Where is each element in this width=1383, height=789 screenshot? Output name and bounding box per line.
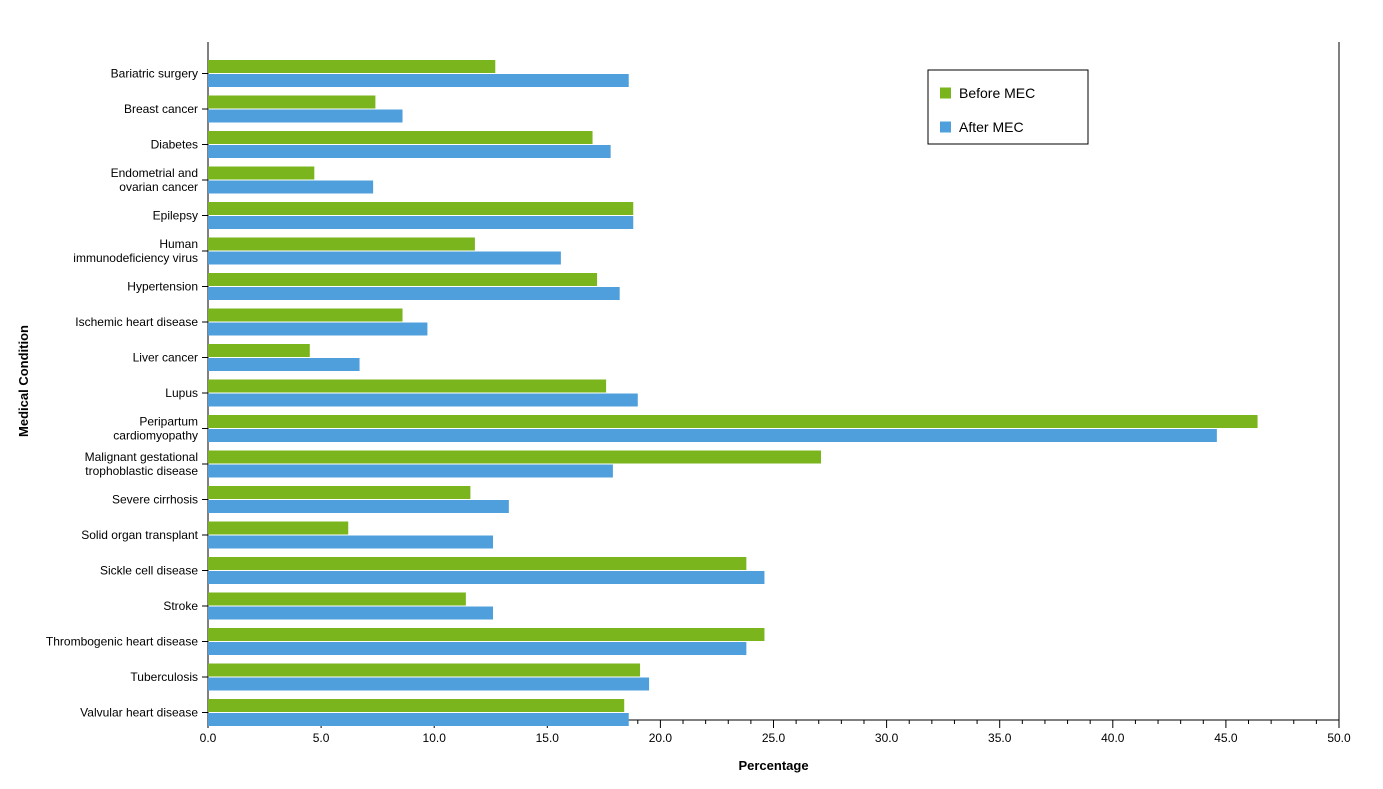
bar-before [208,202,633,215]
bar-before [208,273,597,286]
bar-before [208,344,310,357]
y-category-label: Hypertension [127,280,198,294]
x-tick-label: 30.0 [875,731,899,745]
y-category-label: Epilepsy [153,209,198,223]
bar-before [208,167,314,180]
x-tick-label: 35.0 [988,731,1012,745]
bar-after [208,429,1217,442]
y-category-label: Sickle cell disease [100,564,198,578]
x-tick-label: 10.0 [423,731,447,745]
bar-after [208,607,493,620]
bar-after [208,500,509,513]
y-category-label: Bariatric surgery [111,67,198,81]
legend: Before MEC After MEC [928,70,1088,144]
x-axis-title: Percentage [738,758,808,773]
legend-label: Before MEC [959,85,1035,101]
y-category-label: Diabetes [151,138,198,152]
bar-after [208,394,638,407]
x-tick-label: 15.0 [536,731,560,745]
bar-after [208,287,620,300]
bar-after [208,252,561,265]
y-category-label: Tuberculosis [130,670,198,684]
bar-after [208,110,403,123]
chart-container: 0.0 5.0 10.0 15.0 20.0 25.0 30.0 35.0 40.0 45.0 50… [0,0,1383,789]
grouped-bar-chart: 0.0 5.0 10.0 15.0 20.0 25.0 30.0 35.0 40.0 45.0 50… [0,0,1383,786]
legend-marker [940,88,951,99]
y-category-label: Peripartum [139,415,198,429]
bar-before [208,628,764,641]
x-tick-label: 50.0 [1327,731,1351,745]
y-category-label: Human [159,237,198,251]
bar-before [208,699,624,712]
y-category-label: Severe cirrhosis [112,493,198,507]
y-category-label: trophoblastic disease [85,464,198,478]
bar-before [208,522,348,535]
bar-after [208,571,764,584]
x-tick-label: 45.0 [1214,731,1238,745]
bar-after [208,642,746,655]
bar-before [208,96,375,109]
y-category-label: Breast cancer [124,102,198,116]
bar-before [208,486,470,499]
y-axis-title: Medical Condition [16,325,31,437]
bar-before [208,60,495,73]
bar-before [208,557,746,570]
bar-before [208,238,475,251]
bar-after [208,216,633,229]
x-tick-label: 5.0 [313,731,330,745]
bar-after [208,358,360,371]
y-category-label: Malignant gestational [85,450,198,464]
y-category-label: Valvular heart disease [80,706,198,720]
x-tick-label: 40.0 [1101,731,1125,745]
x-tick-label: 20.0 [649,731,673,745]
bar-before [208,131,593,144]
legend-marker [940,122,951,133]
bar-after [208,323,427,336]
bar-before [208,593,466,606]
bar-before [208,309,403,322]
bar-after [208,536,493,549]
bar-after [208,181,373,194]
y-category-label: Thrombogenic heart disease [46,635,198,649]
y-category-label: Stroke [163,599,198,613]
bar-after [208,713,629,726]
y-category-label: Lupus [165,386,198,400]
y-category-label: ovarian cancer [119,180,198,194]
legend-label: After MEC [959,119,1024,135]
y-category-label: Liver cancer [133,351,198,365]
y-category-label: Endometrial and [111,166,198,180]
x-tick-label: 0.0 [200,731,217,745]
x-tick-label: 25.0 [762,731,786,745]
bar-after [208,74,629,87]
bar-after [208,678,649,691]
y-category-label: cardiomyopathy [113,429,198,443]
bar-after [208,145,611,158]
y-category-label: immunodeficiency virus [73,251,198,265]
bar-after [208,465,613,478]
y-category-label: Solid organ transplant [81,528,198,542]
bar-before [208,451,821,464]
y-category-label: Ischemic heart disease [75,315,198,329]
bar-before [208,415,1258,428]
bar-before [208,380,606,393]
bar-before [208,664,640,677]
